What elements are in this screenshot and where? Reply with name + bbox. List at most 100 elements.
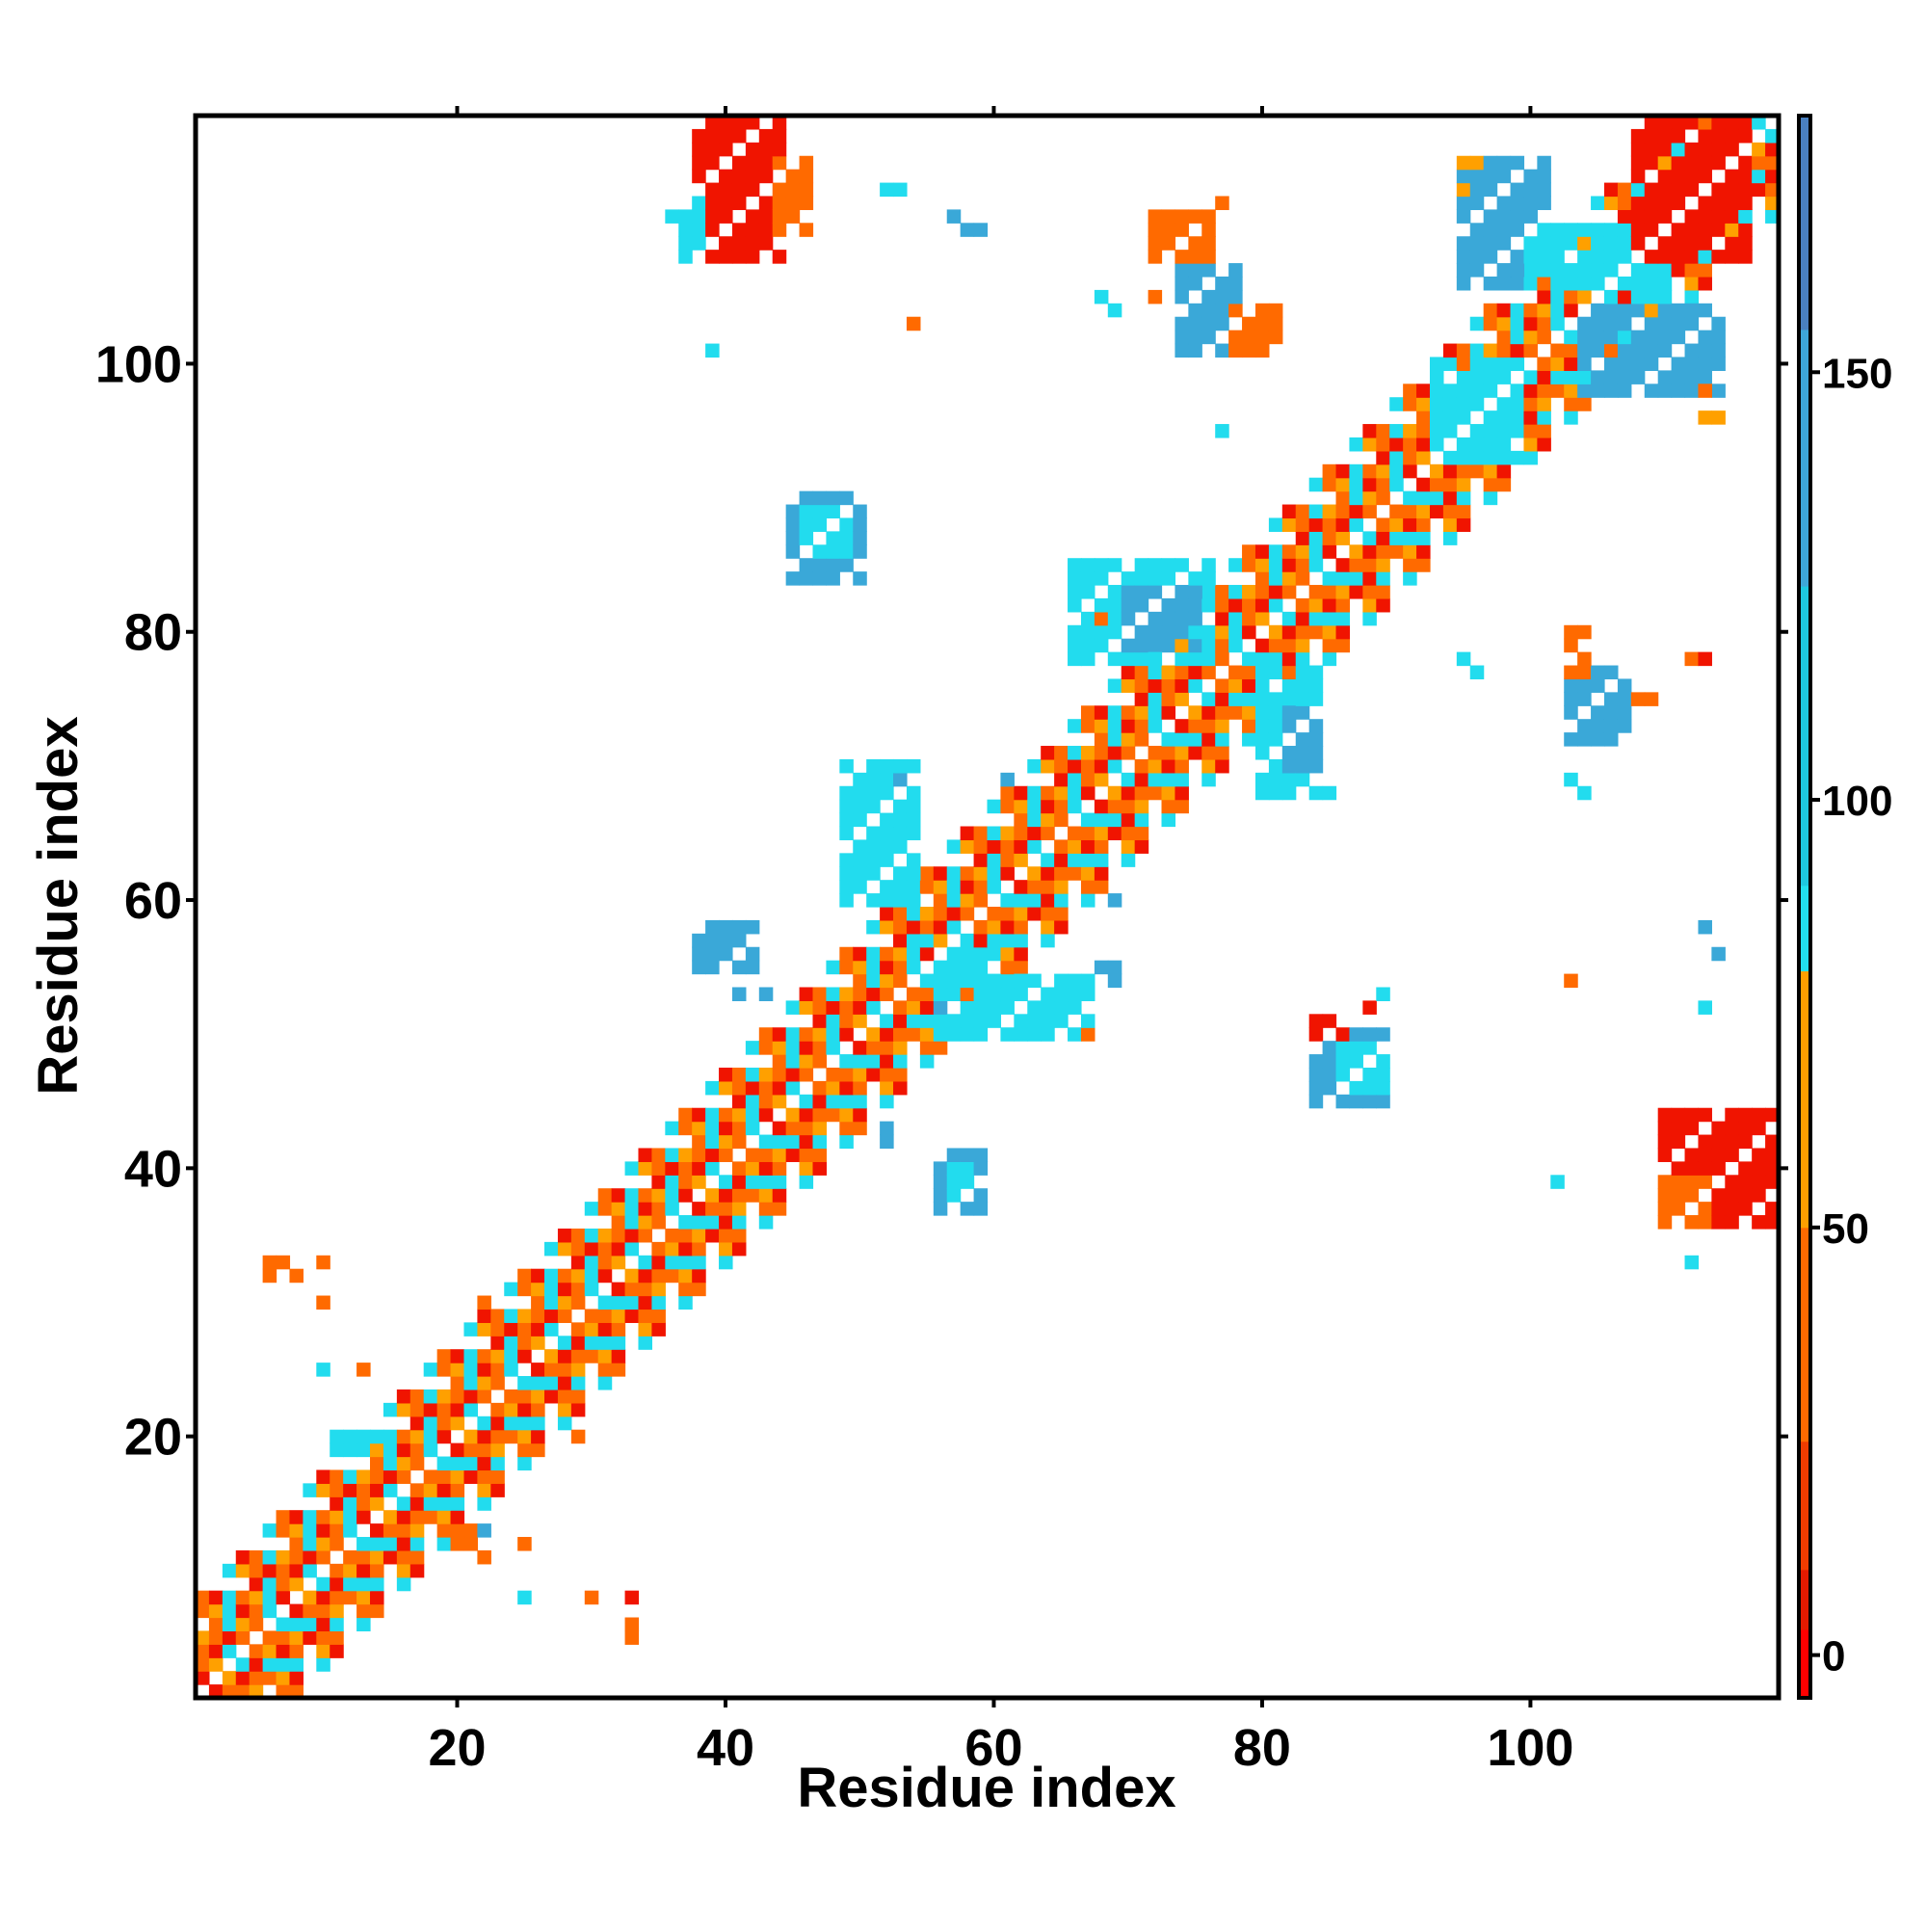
heatmap-cell xyxy=(1000,933,1015,948)
heatmap-cell xyxy=(1322,517,1337,532)
heatmap-cell xyxy=(1068,638,1082,653)
heatmap-cell xyxy=(1027,866,1042,881)
heatmap-cell xyxy=(893,946,908,962)
heatmap-cell xyxy=(1068,973,1082,989)
heatmap-cell xyxy=(1523,410,1538,425)
heatmap-cell xyxy=(638,1309,652,1323)
heatmap-cell xyxy=(1014,960,1028,975)
heatmap-cell xyxy=(436,1523,452,1538)
heatmap-cell xyxy=(1322,638,1337,653)
heatmap-cell xyxy=(463,1349,478,1363)
heatmap-cell xyxy=(919,946,935,962)
heatmap-cell xyxy=(1644,289,1659,304)
heatmap-cell xyxy=(1657,303,1673,318)
heatmap-cell xyxy=(1215,585,1229,599)
heatmap-cell xyxy=(1711,182,1726,198)
heatmap-cell xyxy=(1684,343,1700,358)
heatmap-cell xyxy=(919,907,935,921)
heatmap-cell xyxy=(839,987,854,1002)
heatmap-cell xyxy=(1456,209,1471,224)
heatmap-cell xyxy=(758,987,774,1002)
heatmap-cell xyxy=(1496,223,1512,237)
heatmap-cell xyxy=(235,1549,251,1565)
heatmap-cell xyxy=(1308,544,1324,559)
heatmap-cell xyxy=(826,987,840,1002)
heatmap-cell xyxy=(731,1080,747,1096)
heatmap-cell xyxy=(611,1336,626,1350)
heatmap-cell xyxy=(1711,142,1726,157)
heatmap-cell xyxy=(1684,384,1700,398)
heatmap-cell xyxy=(745,946,760,962)
colorbar-band xyxy=(1799,1628,1810,1699)
heatmap-cell xyxy=(719,919,733,935)
heatmap-cell xyxy=(638,1161,652,1176)
heatmap-cell xyxy=(772,1134,787,1150)
heatmap-cell xyxy=(1550,223,1565,237)
heatmap-cell xyxy=(289,1523,304,1538)
heatmap-cell xyxy=(799,1161,814,1176)
heatmap-cell xyxy=(235,1603,251,1619)
heatmap-cell xyxy=(1148,746,1163,760)
heatmap-cell xyxy=(1268,651,1283,667)
heatmap-cell xyxy=(799,1027,814,1042)
heatmap-cell xyxy=(1242,732,1256,747)
heatmap-cell xyxy=(517,1309,532,1323)
heatmap-cell xyxy=(1041,907,1055,921)
heatmap-cell xyxy=(1698,357,1712,371)
heatmap-cell xyxy=(584,1241,599,1257)
heatmap-cell xyxy=(853,973,867,989)
heatmap-cell xyxy=(1054,839,1069,854)
heatmap-cell xyxy=(423,1402,438,1417)
heatmap-cell xyxy=(1483,437,1498,452)
heatmap-cell xyxy=(1671,196,1686,211)
heatmap-cell xyxy=(772,1094,787,1109)
heatmap-cell xyxy=(584,1202,599,1216)
heatmap-cell xyxy=(853,946,867,962)
heatmap-cell xyxy=(1242,719,1256,733)
heatmap-cell xyxy=(1738,250,1753,264)
heatmap-cell xyxy=(1335,597,1351,613)
heatmap-cell xyxy=(1000,799,1015,814)
heatmap-cell xyxy=(463,1537,478,1551)
heatmap-cell xyxy=(1188,719,1202,733)
heatmap-cell xyxy=(812,1134,828,1150)
heatmap-cell xyxy=(1068,826,1082,841)
heatmap-cell xyxy=(1630,223,1646,237)
heatmap-cell xyxy=(705,1107,720,1123)
heatmap-cell xyxy=(919,866,935,881)
heatmap-cell xyxy=(1416,558,1431,572)
heatmap-cell xyxy=(356,1549,371,1565)
heatmap-cell xyxy=(276,1617,291,1632)
heatmap-cell xyxy=(370,1563,384,1578)
heatmap-cell xyxy=(1684,1215,1700,1230)
heatmap-cell xyxy=(1523,384,1538,398)
heatmap-cell xyxy=(1550,289,1565,304)
heatmap-cell xyxy=(1738,1175,1753,1189)
heatmap-cell xyxy=(1175,758,1189,774)
heatmap-cell xyxy=(1752,1175,1766,1189)
heatmap-cell xyxy=(812,1041,828,1055)
heatmap-cell xyxy=(853,866,867,881)
heatmap-cell xyxy=(1161,571,1176,586)
heatmap-cell xyxy=(1041,853,1055,867)
heatmap-cell xyxy=(1429,397,1444,411)
heatmap-cell xyxy=(1068,758,1082,774)
heatmap-cell xyxy=(1215,758,1229,774)
heatmap-cell xyxy=(1295,692,1310,706)
heatmap-cell xyxy=(946,946,962,962)
heatmap-cell xyxy=(1389,463,1404,479)
heatmap-cell xyxy=(1376,1067,1390,1082)
heatmap-cell xyxy=(880,960,894,975)
heatmap-cell xyxy=(919,1041,935,1055)
heatmap-cell xyxy=(745,142,760,157)
heatmap-cell xyxy=(436,1402,452,1417)
heatmap-cell xyxy=(1107,719,1122,733)
heatmap-cell xyxy=(1671,316,1686,331)
heatmap-cell xyxy=(544,1295,559,1310)
heatmap-cell xyxy=(1242,665,1256,680)
heatmap-cell xyxy=(222,1644,237,1658)
heatmap-cell xyxy=(1027,826,1042,841)
heatmap-cell xyxy=(235,1671,251,1685)
heatmap-cell xyxy=(409,1549,425,1565)
heatmap-cell xyxy=(785,1054,801,1069)
